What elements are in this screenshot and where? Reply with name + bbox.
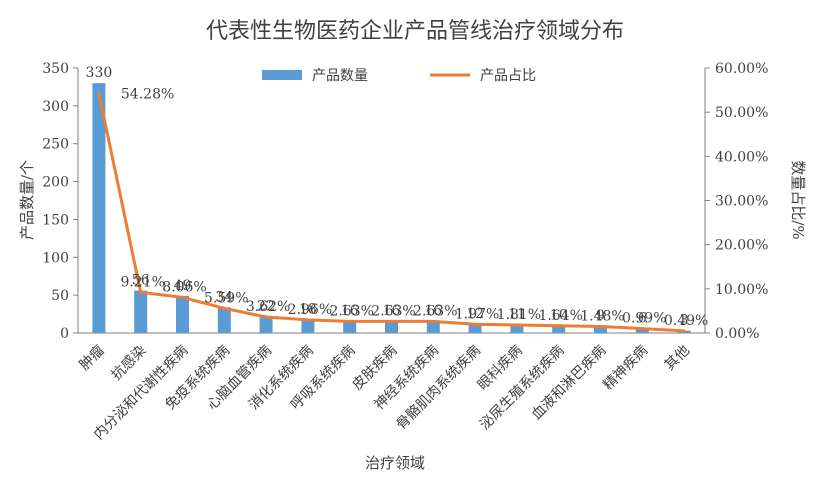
bar-value-label: 56 xyxy=(132,273,150,289)
bar-value-label: 34 xyxy=(215,289,233,305)
bar-value-label: 16 xyxy=(424,303,442,319)
x-tick-label: 血液和淋巴疾病 xyxy=(529,343,610,424)
line-value-label: 0.49% xyxy=(664,313,708,329)
chart-title: 代表性生物医药企业产品管线治疗领域分布 xyxy=(206,19,624,44)
y-axis-title: 产品数量/个 xyxy=(18,160,36,240)
bar-value-label: 18 xyxy=(299,301,317,317)
bar-value-label: 6 xyxy=(638,310,647,326)
bar-value-label: 16 xyxy=(341,303,359,319)
line-value-label: 3.62% xyxy=(246,299,290,315)
line-value-label: 54.28% xyxy=(121,86,174,102)
x-tick-label: 其他 xyxy=(662,343,693,374)
y-tick-label: 200 xyxy=(42,175,69,191)
y2-tick-label: 40.00% xyxy=(715,149,768,165)
x-tick-label: 抗感染 xyxy=(108,342,150,384)
bar-value-label: 10 xyxy=(550,307,568,323)
y2-tick-label: 50.00% xyxy=(715,105,768,121)
line-point xyxy=(640,327,644,331)
line-point xyxy=(599,324,602,328)
legend-bar-label: 产品数量 xyxy=(312,68,368,84)
bar xyxy=(92,83,106,334)
x-axis-title: 治疗领域 xyxy=(365,454,425,472)
bar xyxy=(594,326,607,333)
line-value-label: 2.63% xyxy=(329,303,373,319)
line-value-label: 0.99% xyxy=(622,311,666,327)
line-series xyxy=(97,91,686,333)
line-value-label: 1.64% xyxy=(538,308,582,324)
y-tick-label: 250 xyxy=(42,137,69,153)
line-value-label: 2.96% xyxy=(288,302,332,318)
bar xyxy=(176,295,189,333)
line-point xyxy=(557,324,561,328)
line-value-label: 2.63% xyxy=(371,303,415,319)
line-value-label: 8.06% xyxy=(162,279,206,295)
bar-series xyxy=(92,83,691,334)
line-value-label: 1.97% xyxy=(455,306,499,322)
y2-axis-title: 数量占比/% xyxy=(789,160,807,239)
bar xyxy=(301,319,315,333)
line-point xyxy=(431,319,435,323)
y-tick-label: 50 xyxy=(51,288,69,304)
bar-value-label: 9 xyxy=(596,308,605,324)
bar xyxy=(343,320,357,333)
bar xyxy=(468,323,482,333)
bar xyxy=(635,328,649,333)
bar xyxy=(426,320,440,333)
legend-bar-swatch xyxy=(262,70,302,80)
line-value-label: 9.21% xyxy=(120,274,164,290)
x-tick-label: 肿瘤 xyxy=(76,342,108,374)
y-tick-label: 350 xyxy=(42,61,69,77)
bar xyxy=(552,325,566,333)
line-point xyxy=(97,91,101,95)
axes: 0 50 100 150 200 250 300 350 0.00% 10.00% 20.00% 30… xyxy=(42,61,768,443)
bar xyxy=(385,320,398,333)
line-point xyxy=(390,319,393,323)
line-point xyxy=(473,322,477,326)
bar xyxy=(259,316,273,333)
bar xyxy=(134,290,148,333)
line-point xyxy=(181,295,184,299)
x-tick-label: 精神疾病 xyxy=(600,343,651,394)
y2-tick-label: 20.00% xyxy=(715,238,768,254)
line-value-label: 2.63% xyxy=(413,303,457,319)
y2-tick-label: 60.00% xyxy=(715,61,768,77)
line-point xyxy=(348,319,352,323)
line-point xyxy=(682,329,686,333)
bar-value-label: 22 xyxy=(257,298,275,314)
bar-value-label: 12 xyxy=(466,306,484,322)
y-tick-label: 0 xyxy=(60,326,69,342)
y-tick-label: 100 xyxy=(42,250,69,266)
y2-tick-label: 30.00% xyxy=(715,194,768,210)
data-labels: 330 56 49 34 22 18 16 16 16 12 11 10 9 6 3 54.28% 9.21%8… xyxy=(86,65,709,329)
bar xyxy=(510,324,524,333)
bar-value-label: 16 xyxy=(383,303,401,319)
y2-tick-label: 10.00% xyxy=(715,282,768,298)
line-value-label: 1.81% xyxy=(497,307,541,323)
legend: 产品数量 产品占比 xyxy=(262,68,536,84)
y-tick-label: 300 xyxy=(42,99,69,115)
bar-value-label: 11 xyxy=(508,307,526,323)
line-value-label: 5.59% xyxy=(204,290,248,306)
bar-value-label: 3 xyxy=(680,313,689,329)
bar xyxy=(217,307,231,333)
line-point xyxy=(306,318,310,322)
legend-line-label: 产品占比 xyxy=(480,68,536,84)
bar-value-label: 330 xyxy=(86,65,113,81)
line-point xyxy=(139,290,143,294)
y-tick-label: 150 xyxy=(42,212,69,228)
bar-value-label: 49 xyxy=(174,278,192,294)
line-point xyxy=(264,315,268,319)
line-point xyxy=(515,323,519,327)
y2-tick-label: 0.00% xyxy=(715,326,759,342)
line-value-label: 1.48% xyxy=(580,308,624,324)
line-point xyxy=(222,306,226,310)
